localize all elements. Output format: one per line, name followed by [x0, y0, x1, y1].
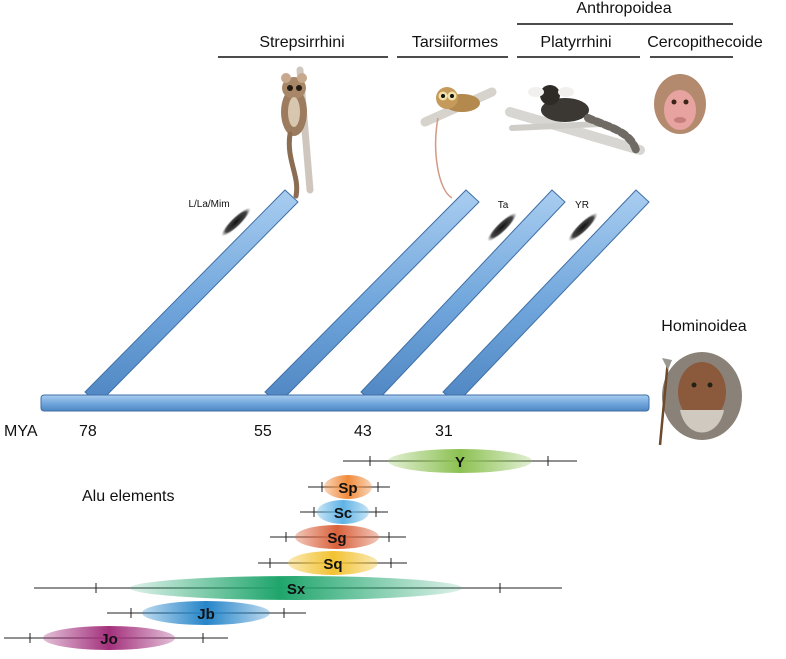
- alu-row-jb: Jb: [107, 601, 306, 625]
- phylogenetic-tree: [40, 189, 650, 412]
- insertion-label-l-la-mim: L/La/Mim: [188, 199, 229, 210]
- branch-strepsirrhini: [84, 189, 299, 405]
- alu-row-sx: Sx: [34, 576, 562, 600]
- alu-row-sg: Sg: [270, 525, 406, 549]
- alu-subfamilies: Y Sp Sc Sg: [4, 449, 577, 650]
- clade-label-hominoidea: Hominoidea: [661, 318, 746, 335]
- alu-ellipse-sx: [130, 576, 462, 600]
- alu-label-sp: Sp: [338, 480, 357, 497]
- clade-headers: Anthropoidea Strepsirrhini Tarsiiformes …: [218, 0, 763, 58]
- alu-row-sq: Sq: [258, 551, 407, 575]
- alu-label-sx: Sx: [287, 581, 306, 598]
- clade-label-cercopithecoide: Cercopithecoide: [647, 34, 763, 51]
- tarsier-icon: [420, 87, 497, 199]
- alu-label-sq: Sq: [323, 556, 342, 573]
- marmoset-icon: [505, 85, 645, 155]
- clade-label-platyrrhini: Platyrrhini: [540, 34, 611, 51]
- alu-label-jo: Jo: [100, 631, 118, 648]
- insertion-mark-yr: [568, 212, 598, 242]
- insertion-mark-l-la-mim: [221, 207, 251, 237]
- alu-label-jb: Jb: [197, 606, 215, 623]
- axis-tick-55: 55: [254, 423, 272, 440]
- mouse-lemur-icon: [281, 66, 314, 199]
- macaque-icon: [654, 74, 706, 134]
- time-axis: MYA 78 55 43 31: [4, 423, 453, 440]
- alu-label-y: Y: [455, 454, 465, 471]
- alu-row-sc: Sc: [300, 500, 388, 524]
- alu-ellipse-y: [388, 449, 532, 473]
- alu-row-sp: Sp: [308, 475, 390, 499]
- alu-ellipse-sp: [324, 475, 372, 499]
- insertion-mark-ta: [487, 212, 517, 242]
- axis-tick-31: 31: [435, 423, 453, 440]
- axis-tick-78: 78: [79, 423, 97, 440]
- clade-label-anthropoidea: Anthropoidea: [576, 0, 671, 17]
- main-lineage-bar: [40, 394, 650, 412]
- alu-label-sc: Sc: [334, 505, 352, 522]
- clade-label-tarsiiformes: Tarsiiformes: [412, 34, 498, 51]
- clade-label-strepsirrhini: Strepsirrhini: [259, 34, 344, 51]
- insertion-label-ta: Ta: [498, 200, 509, 211]
- alu-ellipse-jb: [142, 601, 270, 625]
- human-icon: [658, 352, 742, 446]
- insertion-label-yr: YR: [575, 200, 589, 211]
- alu-ellipse-sc: [317, 500, 369, 524]
- alu-ellipse-sq: [288, 551, 378, 575]
- insertion-markers: L/La/Mim Ta YR: [188, 199, 598, 242]
- alu-label-sg: Sg: [327, 530, 346, 547]
- alu-ellipse-jo: [43, 626, 175, 650]
- alu-ellipse-sg: [295, 525, 379, 549]
- branch-tarsiiformes: [264, 189, 480, 405]
- alu-elements-title: Alu elements: [82, 488, 175, 505]
- alu-row-jo: Jo: [4, 626, 228, 650]
- axis-tick-43: 43: [354, 423, 372, 440]
- axis-label-mya: MYA: [4, 423, 38, 440]
- alu-row-y: Y: [343, 449, 577, 473]
